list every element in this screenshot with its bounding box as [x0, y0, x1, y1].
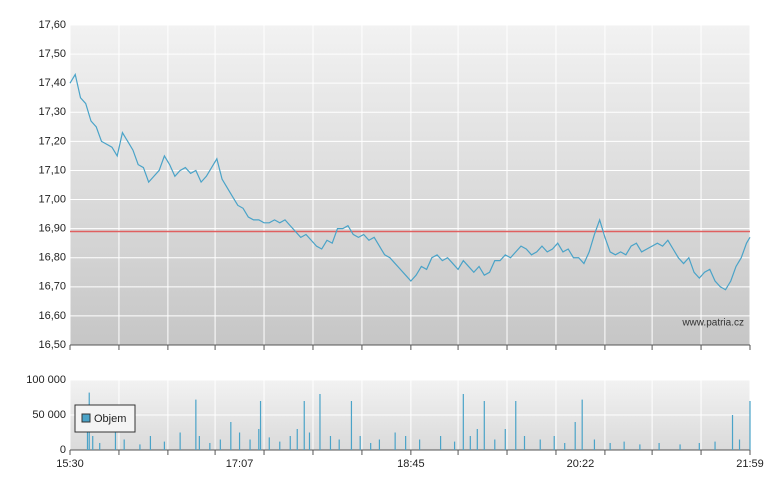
volume-bar [139, 444, 141, 450]
volume-bar [483, 401, 485, 450]
volume-bar [504, 429, 506, 450]
x-tick-label: 15:30 [56, 458, 84, 470]
volume-bar [329, 436, 332, 450]
volume-bar [198, 436, 200, 450]
y-tick-label: 0 [60, 444, 66, 456]
volume-bar [279, 441, 281, 450]
volume-bar [258, 429, 260, 450]
volume-bar [370, 443, 372, 450]
volume-bar [593, 439, 596, 450]
volume-bar [462, 394, 464, 450]
volume-bar [179, 432, 181, 450]
volume-bar [439, 436, 442, 450]
volume-bar [714, 441, 716, 450]
x-tick-label: 17:07 [226, 458, 254, 470]
x-tick-label: 20:22 [567, 458, 595, 470]
volume-bar [679, 444, 681, 450]
y-tick-label: 17,60 [38, 19, 66, 31]
y-tick-label: 17,40 [38, 77, 66, 89]
volume-bar [494, 439, 496, 450]
x-tick-label: 18:45 [397, 458, 425, 470]
volume-bar [219, 439, 221, 450]
y-tick-label: 17,00 [38, 193, 66, 205]
volume-bar [394, 432, 396, 450]
volume-bar [564, 443, 566, 450]
y-tick-label: 16,90 [38, 223, 66, 235]
volume-bar [359, 436, 361, 450]
x-tick-label: 21:59 [736, 458, 764, 470]
y-tick-label: 17,20 [38, 135, 66, 147]
volume-bar [99, 443, 101, 450]
volume-bar [378, 439, 381, 450]
volume-bar [319, 394, 321, 450]
volume-bar [419, 439, 421, 450]
volume-bar [296, 429, 298, 450]
price-plot-bg [70, 25, 750, 345]
y-tick-label: 100 000 [26, 374, 66, 386]
volume-bar [123, 439, 125, 450]
volume-bar [259, 401, 262, 450]
volume-bar [581, 399, 583, 450]
volume-bar [553, 436, 555, 450]
legend-label: Objem [94, 413, 126, 425]
volume-bar [289, 436, 291, 450]
y-tick-label: 50 000 [32, 409, 66, 421]
volume-bar [523, 436, 526, 450]
volume-bar [195, 399, 197, 450]
volume-bar [268, 437, 270, 450]
volume-bar [453, 441, 456, 450]
price-line [69, 72, 751, 291]
volume-bar [303, 401, 305, 450]
volume-bar [609, 443, 611, 450]
y-tick-label: 17,30 [38, 106, 66, 118]
legend-swatch [81, 413, 91, 423]
y-tick-label: 16,60 [38, 310, 66, 322]
y-tick-label: 17,10 [38, 164, 66, 176]
volume-bar [515, 401, 517, 450]
y-tick-label: 17,50 [38, 48, 66, 60]
volume-bar [249, 439, 251, 450]
y-tick-label: 16,50 [38, 339, 66, 351]
volume-bar [114, 432, 117, 450]
volume-bar [731, 415, 734, 450]
volume-bar [230, 422, 232, 450]
volume-bar [539, 439, 541, 450]
volume-bar [738, 439, 741, 450]
volume-bar [469, 436, 471, 450]
volume-bar [350, 401, 353, 450]
volume-bar [698, 443, 700, 450]
volume-bar [749, 401, 751, 450]
volume-bar [209, 443, 211, 450]
volume-bar [308, 432, 311, 450]
volume-bar [639, 444, 641, 450]
volume-bar [623, 441, 625, 450]
y-tick-label: 16,70 [38, 281, 66, 293]
volume-bar [92, 436, 94, 450]
volume-bar [163, 441, 165, 450]
watermark: www.patria.cz [681, 318, 744, 329]
volume-bar [149, 436, 152, 450]
y-tick-label: 16,80 [38, 252, 66, 264]
volume-bar [238, 432, 241, 450]
volume-bar [338, 439, 340, 450]
volume-bar [574, 422, 576, 450]
volume-bar [86, 425, 89, 450]
volume-bar [405, 436, 407, 450]
volume-bar [658, 443, 660, 450]
volume-bar [476, 429, 478, 450]
